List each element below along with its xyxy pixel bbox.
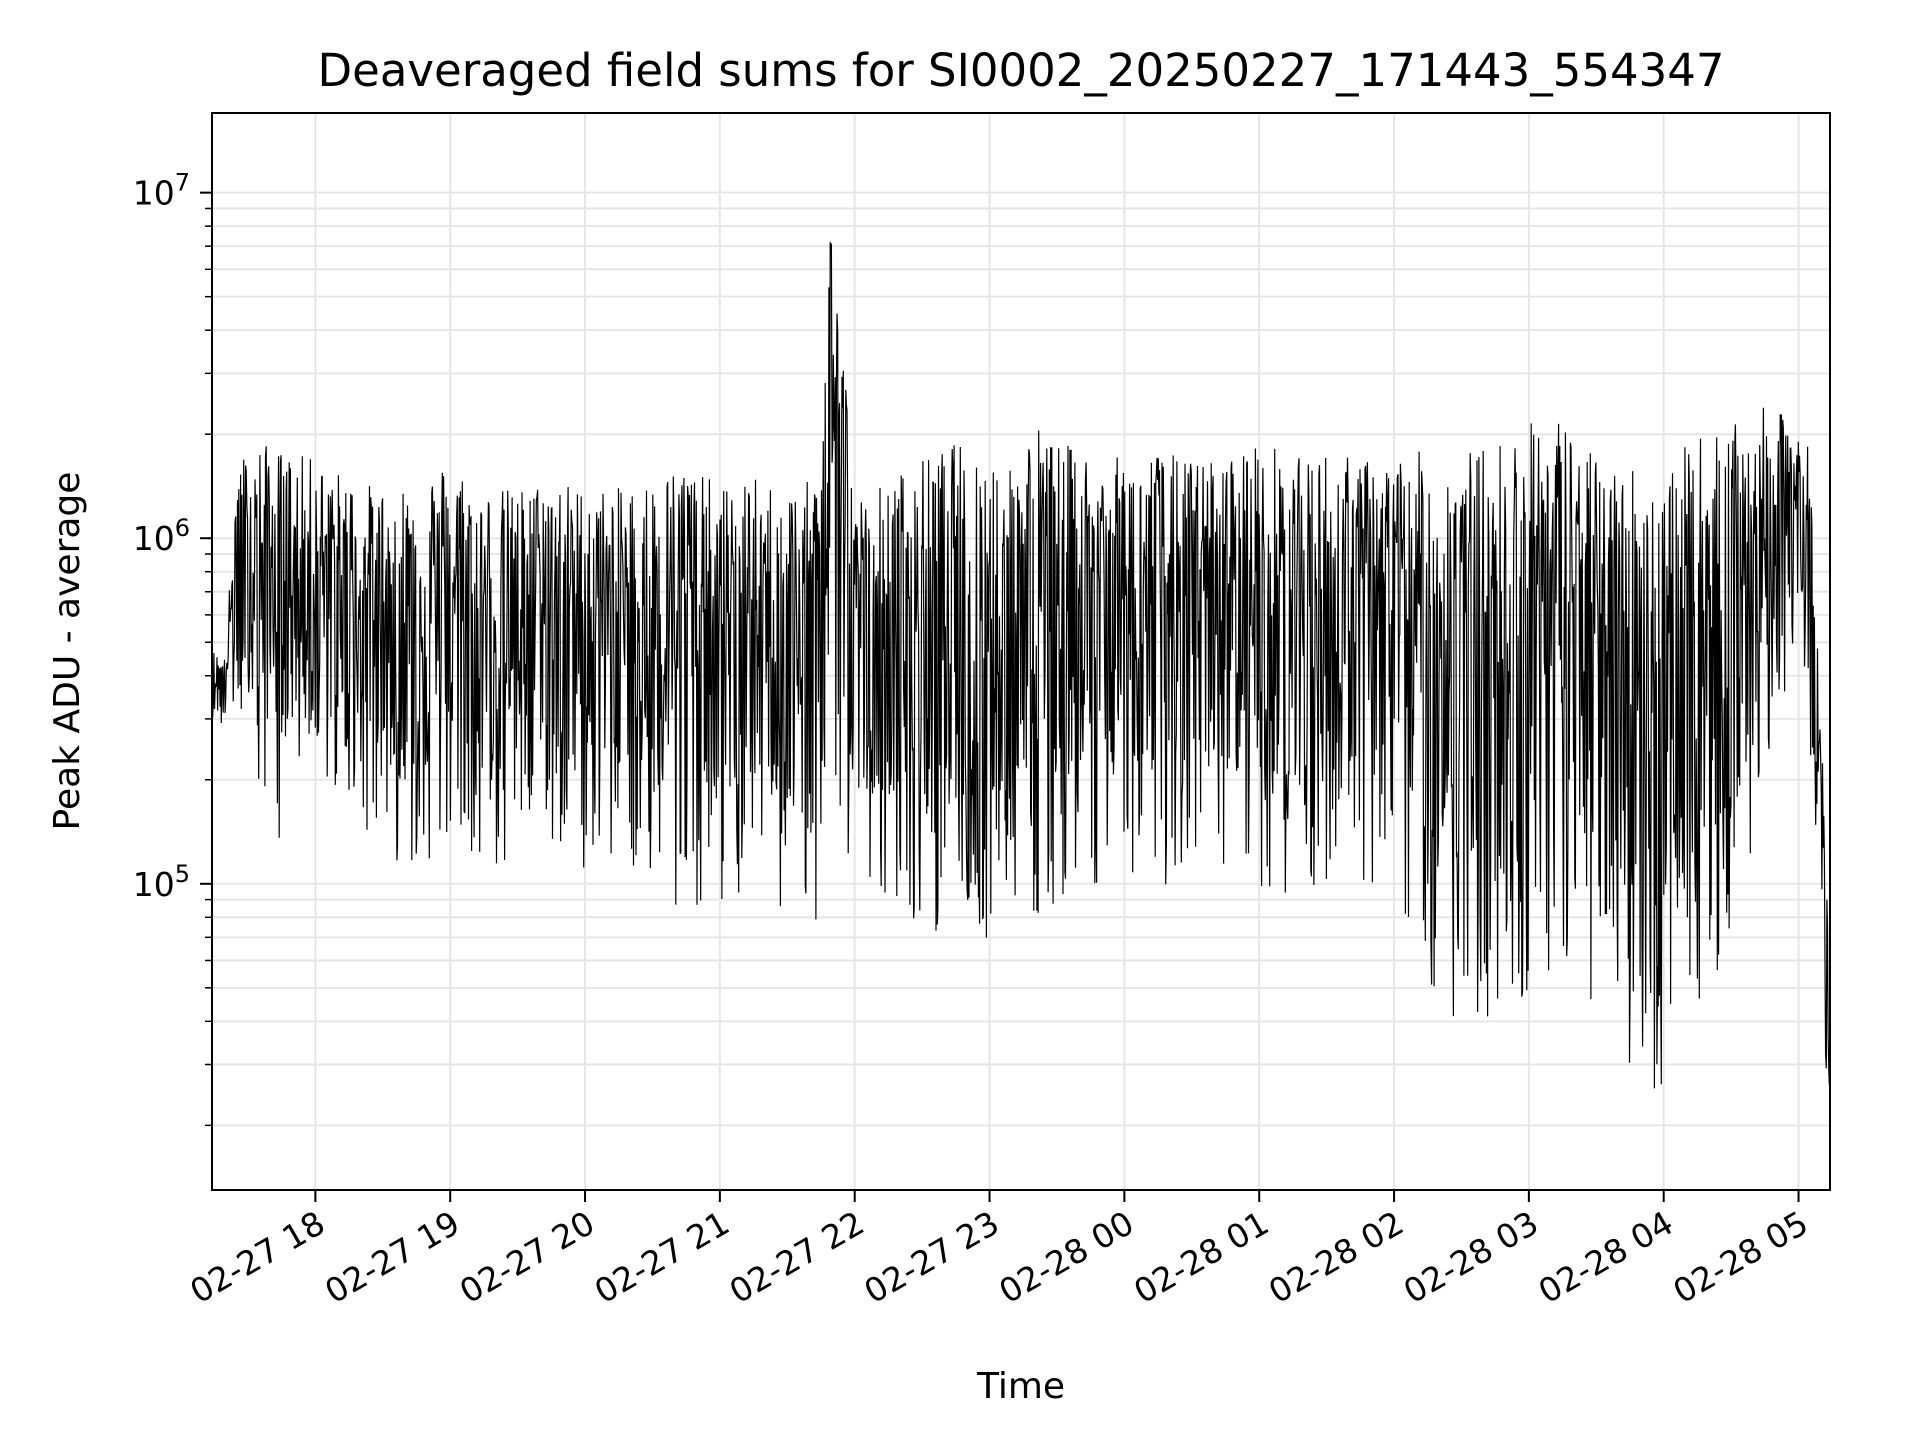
plot-frame <box>211 112 1831 1191</box>
y-tick-label: 106 <box>133 514 190 558</box>
chart-title: Deaveraged field sums for SI0002_2025022… <box>317 44 1724 97</box>
data-series <box>211 242 1831 1089</box>
y-tick-label: 107 <box>133 169 190 213</box>
x-axis-title: Time <box>976 1366 1065 1407</box>
y-axis: 105 106 107 <box>133 169 212 1127</box>
data-line <box>211 242 1831 1089</box>
y-axis-title: Peak ADU - average <box>47 472 88 831</box>
y-tick-label: 105 <box>133 860 190 904</box>
